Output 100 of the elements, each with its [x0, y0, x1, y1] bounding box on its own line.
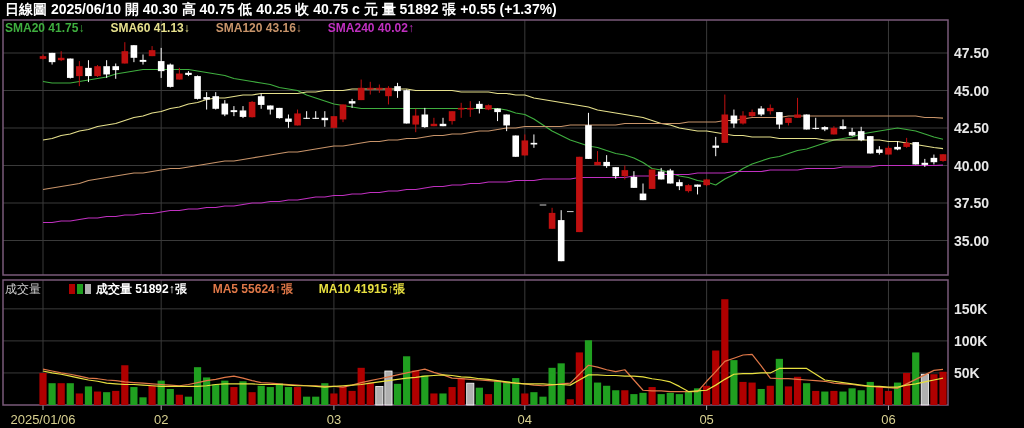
y-tick-label: 150K [954, 300, 988, 317]
bar [566, 399, 574, 405]
bar [793, 376, 802, 405]
bar [666, 392, 674, 405]
bar [57, 383, 65, 405]
candlestick [739, 110, 747, 126]
bar [121, 365, 129, 405]
line-series [42, 164, 944, 224]
bar [684, 391, 693, 405]
bar [184, 396, 193, 405]
bar [830, 390, 838, 405]
bar [439, 393, 447, 405]
bar [920, 373, 929, 406]
bar [584, 340, 593, 405]
x-tick-label: 02 [153, 412, 169, 427]
bar [703, 385, 711, 405]
bar [293, 387, 302, 405]
bar [84, 386, 93, 405]
x-tick-label: 03 [326, 412, 342, 427]
bar [475, 387, 483, 405]
bar [457, 378, 465, 405]
text: MA10 41915↑張 [318, 282, 407, 296]
bar [203, 377, 211, 405]
candlestick [348, 98, 356, 109]
bar [357, 367, 365, 405]
bar [266, 387, 274, 405]
bar [857, 390, 865, 405]
candlestick [121, 41, 129, 64]
bar [512, 378, 520, 405]
bar [557, 363, 565, 405]
candlestick [76, 60, 83, 87]
candlestick [839, 118, 847, 130]
bar [803, 383, 811, 405]
bar [421, 375, 429, 405]
y-tick-label: 40.00 [954, 157, 990, 174]
candlestick [812, 117, 820, 130]
x-tick-label: 04 [517, 412, 533, 427]
candlestick [730, 109, 738, 129]
candlestick [712, 136, 720, 157]
candlestick [530, 133, 538, 149]
text: SMA60 41.13↓ [110, 21, 190, 35]
bar [484, 394, 493, 405]
bar [866, 381, 874, 405]
bar [757, 388, 765, 405]
bar [593, 382, 602, 405]
bar [303, 396, 311, 405]
candlestick [412, 108, 420, 133]
y-tick-label: 50K [954, 364, 980, 381]
candlestick [139, 54, 147, 66]
bar [321, 383, 329, 405]
bar [912, 352, 920, 405]
line-series [42, 353, 944, 393]
bar [775, 358, 783, 405]
y-tick-label: 45.00 [954, 82, 990, 99]
candlestick [548, 207, 556, 230]
y-tick-label: 100K [954, 332, 988, 349]
bar [66, 383, 74, 405]
bar [257, 385, 265, 405]
bar [730, 360, 738, 405]
bar [612, 390, 620, 405]
bar [721, 299, 729, 405]
bar [175, 394, 183, 405]
bar [48, 383, 56, 405]
candlestick [385, 85, 392, 105]
bar [712, 350, 720, 405]
bar [148, 385, 156, 405]
bar [284, 387, 293, 405]
bar [621, 390, 629, 405]
bar [366, 382, 374, 405]
bar [784, 386, 793, 405]
candlestick [85, 59, 92, 83]
bar [875, 386, 883, 405]
bar [812, 390, 820, 405]
line-series [42, 88, 944, 150]
x-tick-label: 05 [699, 412, 714, 427]
bar [166, 388, 174, 405]
y-tick-label: 35.00 [954, 232, 990, 249]
bar [93, 391, 102, 405]
bar [648, 387, 656, 405]
bar [212, 384, 220, 405]
bar [112, 390, 120, 405]
x-tick-label: 2025/01/06 [10, 412, 76, 427]
bar [239, 381, 247, 405]
bar [657, 394, 665, 405]
y-tick-label: 37.50 [954, 195, 990, 211]
candlestick [848, 127, 856, 137]
bar [521, 393, 529, 405]
bar [603, 385, 611, 405]
bar [884, 390, 893, 405]
bar [903, 372, 911, 405]
chart-title: 日線圖 2025/06/10 開 40.30 高 40.75 低 40.25 收 40.75 c 元 量 51892 張 +0.55 (+1.37%) [5, 1, 557, 17]
bar [39, 372, 47, 405]
bar [230, 387, 238, 405]
bar [575, 352, 583, 405]
text: SMA20 41.75↓ [5, 21, 85, 35]
bar [503, 381, 511, 405]
bar [766, 385, 774, 405]
text: SMA240 40.02↑ [327, 21, 414, 35]
bar [393, 383, 402, 405]
candlestick [166, 63, 174, 88]
